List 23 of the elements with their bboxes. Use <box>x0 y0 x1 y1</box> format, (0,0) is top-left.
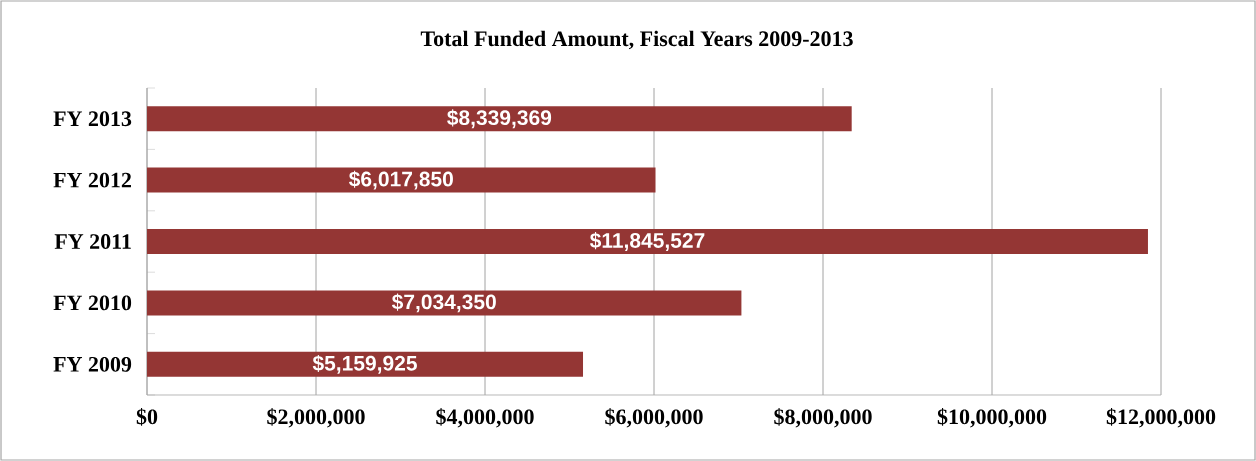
x-tick-label: $10,000,000 <box>937 408 1047 428</box>
y-tick-label: FY 2009 <box>53 356 132 372</box>
data-label: $8,339,369 <box>447 109 552 129</box>
x-tick-label: $6,000,000 <box>605 408 703 428</box>
data-label: $7,034,350 <box>391 293 496 313</box>
bar <box>147 167 656 193</box>
y-tick-label: FY 2011 <box>54 234 131 249</box>
x-tick-label: $4,000,000 <box>436 408 534 428</box>
x-tick-label: $2,000,000 <box>267 408 365 428</box>
y-tick-label: FY 2010 <box>53 295 132 311</box>
y-tick-label: FY 2012 <box>53 172 131 188</box>
x-tick-label: $12,000,000 <box>1106 408 1216 428</box>
x-tick-label: $8,000,000 <box>774 408 872 428</box>
bar <box>147 351 584 377</box>
data-label: $11,845,527 <box>589 232 705 251</box>
bar <box>147 290 742 316</box>
x-tick-label: $0 <box>136 408 158 426</box>
data-label: $6,017,850 <box>348 170 453 190</box>
chart-title: Total Funded Amount, Fiscal Years 2009-2013 <box>420 30 853 50</box>
data-label: $5,159,925 <box>312 354 417 374</box>
bar <box>147 229 1148 254</box>
y-tick-label: FY 2013 <box>53 111 132 127</box>
bar <box>147 106 852 132</box>
